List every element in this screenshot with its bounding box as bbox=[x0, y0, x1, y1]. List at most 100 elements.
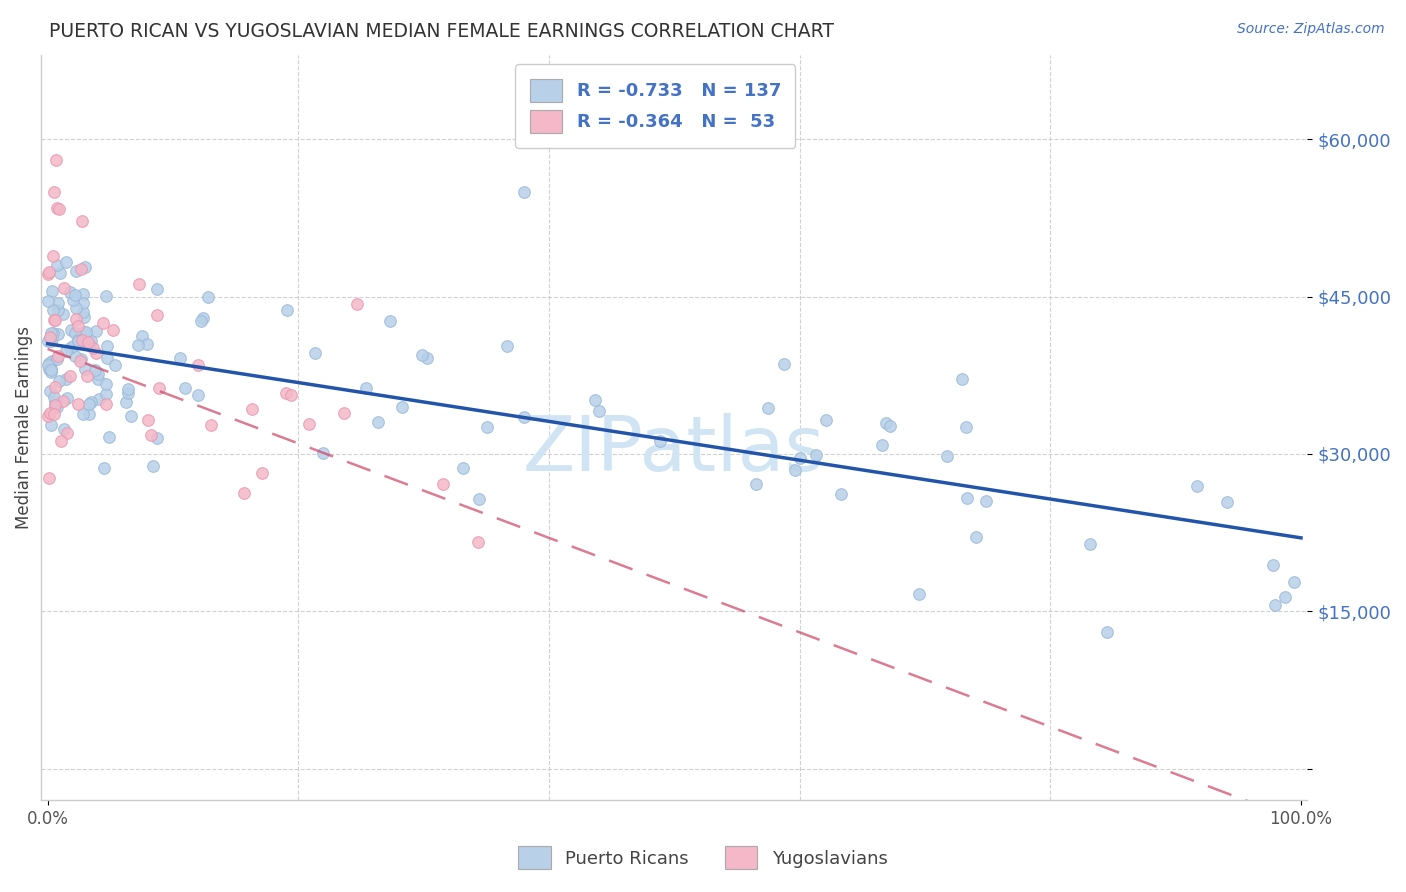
Point bbox=[65, 326, 87, 340]
Point bbox=[65, 264, 87, 278]
Point bbox=[91, 317, 114, 331]
Point bbox=[908, 587, 931, 601]
Point bbox=[38, 406, 60, 420]
Point bbox=[45, 351, 67, 366]
Point bbox=[84, 346, 107, 360]
Legend: R = -0.733   N = 137, R = -0.364   N =  53: R = -0.733 N = 137, R = -0.364 N = 53 bbox=[515, 64, 796, 147]
Point bbox=[42, 313, 65, 327]
Point bbox=[39, 417, 62, 432]
Point bbox=[65, 301, 87, 315]
Point bbox=[48, 266, 70, 280]
Point bbox=[39, 334, 62, 349]
Legend: Puerto Ricans, Yugoslavians: Puerto Ricans, Yugoslavians bbox=[509, 838, 897, 879]
Point bbox=[80, 394, 103, 409]
Point bbox=[56, 426, 79, 441]
Point bbox=[467, 535, 489, 549]
Point bbox=[66, 333, 89, 347]
Point bbox=[814, 413, 837, 427]
Point bbox=[42, 303, 65, 318]
Point bbox=[104, 358, 127, 372]
Point bbox=[783, 463, 806, 477]
Point bbox=[82, 341, 104, 355]
Point bbox=[48, 326, 70, 341]
Point bbox=[67, 334, 90, 348]
Point bbox=[62, 293, 84, 307]
Point bbox=[75, 325, 97, 339]
Point bbox=[513, 185, 536, 199]
Point bbox=[75, 362, 97, 376]
Point bbox=[146, 282, 169, 296]
Point bbox=[77, 407, 100, 421]
Point bbox=[1187, 479, 1209, 493]
Point bbox=[76, 336, 98, 351]
Point bbox=[45, 153, 67, 167]
Point bbox=[650, 434, 672, 448]
Point bbox=[101, 323, 124, 337]
Point bbox=[250, 466, 273, 480]
Y-axis label: Median Female Earnings: Median Female Earnings bbox=[15, 326, 32, 529]
Point bbox=[46, 349, 69, 363]
Point bbox=[80, 334, 103, 348]
Point bbox=[41, 353, 63, 368]
Point bbox=[187, 359, 209, 373]
Point bbox=[145, 308, 167, 322]
Point bbox=[950, 372, 973, 386]
Point bbox=[879, 418, 901, 433]
Point bbox=[48, 374, 70, 388]
Point bbox=[1078, 537, 1101, 551]
Point bbox=[1261, 558, 1284, 572]
Point bbox=[240, 401, 263, 416]
Point bbox=[87, 372, 110, 386]
Point bbox=[187, 388, 209, 402]
Point bbox=[756, 401, 779, 416]
Point bbox=[42, 248, 65, 262]
Point bbox=[232, 486, 254, 500]
Point bbox=[411, 348, 433, 362]
Point bbox=[70, 261, 93, 276]
Point bbox=[41, 332, 63, 346]
Point bbox=[131, 328, 153, 343]
Point bbox=[48, 202, 70, 216]
Point bbox=[304, 346, 326, 360]
Point bbox=[55, 372, 77, 386]
Point bbox=[72, 408, 94, 422]
Point bbox=[44, 398, 66, 412]
Point bbox=[42, 326, 65, 340]
Point bbox=[52, 394, 75, 409]
Point bbox=[76, 369, 98, 384]
Point bbox=[94, 397, 117, 411]
Point bbox=[804, 448, 827, 462]
Point bbox=[59, 285, 82, 299]
Point bbox=[63, 349, 86, 363]
Point bbox=[66, 397, 89, 411]
Point bbox=[73, 310, 96, 324]
Point bbox=[453, 460, 475, 475]
Point bbox=[96, 351, 118, 365]
Point bbox=[62, 339, 84, 353]
Point bbox=[55, 255, 77, 269]
Point bbox=[72, 305, 94, 319]
Point bbox=[875, 417, 897, 431]
Point bbox=[37, 294, 59, 309]
Point bbox=[121, 409, 143, 423]
Point bbox=[174, 381, 197, 395]
Point bbox=[86, 367, 108, 381]
Point bbox=[38, 265, 60, 279]
Point bbox=[139, 428, 162, 442]
Point bbox=[956, 491, 979, 505]
Point bbox=[39, 384, 62, 398]
Point bbox=[974, 494, 997, 508]
Point bbox=[63, 288, 86, 302]
Point bbox=[73, 260, 96, 275]
Point bbox=[39, 329, 62, 343]
Point bbox=[197, 290, 219, 304]
Point bbox=[77, 335, 100, 350]
Point bbox=[432, 476, 454, 491]
Point bbox=[41, 363, 63, 377]
Point bbox=[190, 314, 212, 328]
Point bbox=[45, 201, 67, 215]
Point bbox=[42, 407, 65, 421]
Point bbox=[280, 388, 302, 402]
Point bbox=[39, 331, 62, 345]
Point bbox=[96, 339, 118, 353]
